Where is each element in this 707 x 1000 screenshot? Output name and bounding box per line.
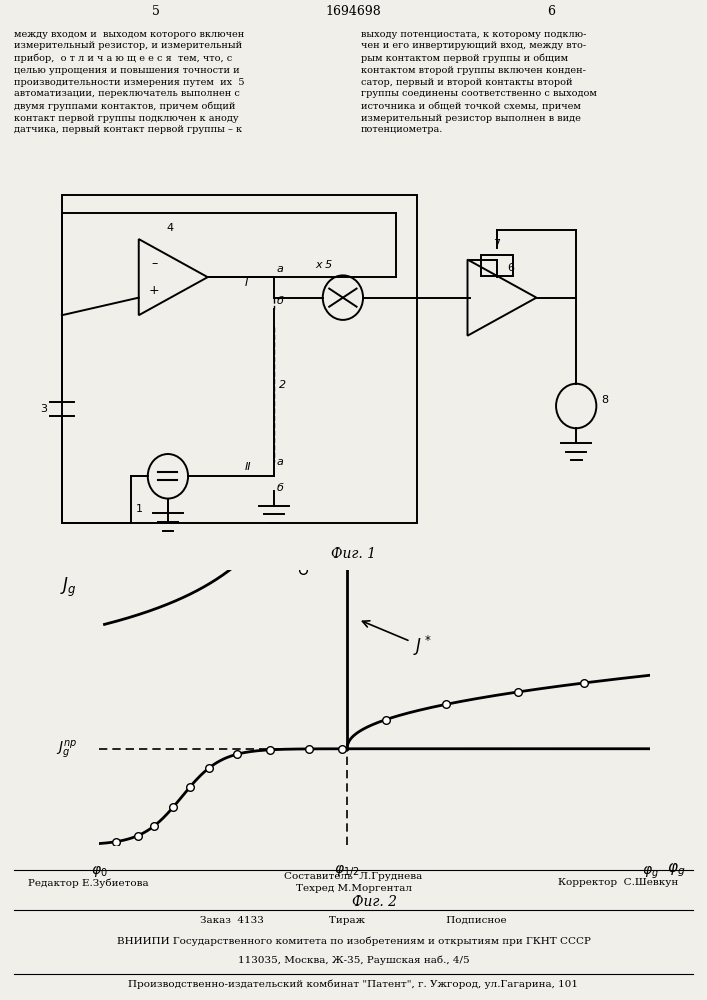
Text: б: б — [276, 483, 284, 493]
Text: 3: 3 — [40, 404, 47, 414]
Text: 6: 6 — [547, 5, 556, 18]
Text: –: – — [151, 257, 158, 270]
Text: $\varphi_g$: $\varphi_g$ — [667, 861, 685, 879]
Bar — [481, 255, 513, 276]
Text: 1: 1 — [136, 504, 143, 514]
Text: 6: 6 — [508, 263, 514, 273]
Text: a: a — [276, 264, 284, 274]
Bar — [62, 195, 417, 523]
Text: $\varphi_g$: $\varphi_g$ — [642, 864, 659, 881]
Text: a: a — [276, 457, 284, 467]
Text: $J^*$: $J^*$ — [363, 621, 432, 658]
Text: 2: 2 — [279, 380, 286, 390]
Text: 4: 4 — [166, 223, 173, 233]
Text: Составитель  Л.Груднева
Техред М.Моргентал: Составитель Л.Груднева Техред М.Моргента… — [284, 872, 423, 893]
Text: $J_g^{np}$: $J_g^{np}$ — [56, 738, 77, 760]
Text: Корректор  С.Шевкун: Корректор С.Шевкун — [559, 878, 679, 887]
Text: 7: 7 — [493, 239, 501, 249]
Text: 8: 8 — [602, 395, 609, 405]
Text: Редактор Е.Зубиетова: Редактор Е.Зубиетова — [28, 878, 149, 888]
Text: +: + — [149, 284, 160, 297]
Text: $\varphi_{1/2}$: $\varphi_{1/2}$ — [334, 864, 360, 879]
Text: б: б — [276, 296, 284, 306]
Text: ВНИИПИ Государственного комитета по изобретениям и открытиям при ГКНТ СССР: ВНИИПИ Государственного комитета по изоб… — [117, 936, 590, 946]
Text: Фиг. 2: Фиг. 2 — [352, 894, 397, 908]
Text: II: II — [245, 462, 251, 472]
Text: Производственно-издательский комбинат "Патент", г. Ужгород, ул.Гагарина, 101: Производственно-издательский комбинат "П… — [129, 980, 578, 989]
Text: 5: 5 — [151, 5, 160, 18]
Text: $\varphi_0$: $\varphi_0$ — [90, 864, 107, 879]
Text: выходу потенциостата, к которому подклю-
чен и его инвертирующий вход, между вто: выходу потенциостата, к которому подклю-… — [361, 30, 597, 134]
Text: Заказ  4133                    Тираж                         Подписное: Заказ 4133 Тираж Подписное — [200, 916, 507, 925]
Text: 113035, Москва, Ж-35, Раушская наб., 4/5: 113035, Москва, Ж-35, Раушская наб., 4/5 — [238, 955, 469, 965]
Text: Фиг. 1: Фиг. 1 — [331, 547, 376, 561]
Text: между входом и  выходом которого включен
измерительный резистор, и измерительный: между входом и выходом которого включен … — [14, 30, 245, 134]
Text: 1694698: 1694698 — [326, 5, 381, 18]
Text: x 5: x 5 — [316, 260, 333, 270]
Text: $J_g$: $J_g$ — [60, 575, 77, 599]
Text: I: I — [245, 278, 248, 288]
